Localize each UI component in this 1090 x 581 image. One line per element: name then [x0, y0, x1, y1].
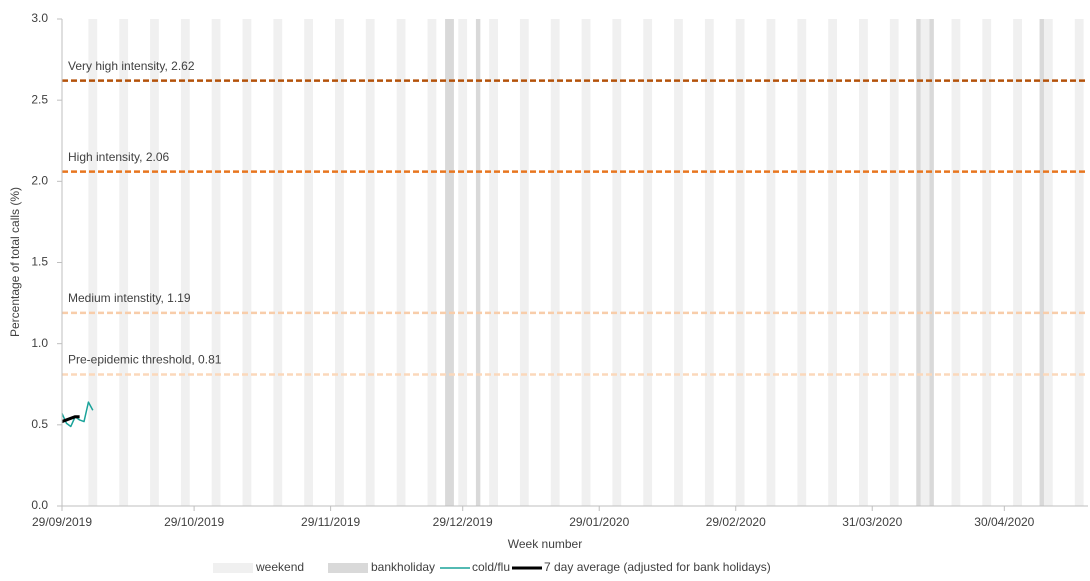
date-band — [704, 19, 714, 506]
date-band — [612, 19, 622, 506]
date-band — [920, 19, 930, 506]
date-band — [304, 19, 313, 506]
y-tick-label: 1.0 — [31, 336, 48, 350]
date-band — [916, 19, 921, 506]
date-band — [458, 19, 468, 506]
y-tick-label: 0.0 — [31, 498, 48, 512]
legend-swatch — [328, 563, 368, 573]
date-band — [929, 19, 934, 506]
reference-label: High intensity, 2.06 — [68, 150, 169, 164]
date-band — [489, 19, 498, 506]
date-band — [427, 19, 437, 506]
date-band — [242, 19, 252, 506]
legend-label: 7 day average (adjusted for bank holiday… — [544, 560, 771, 574]
date-band — [1013, 19, 1022, 506]
date-band — [519, 19, 529, 506]
date-band — [951, 19, 961, 506]
date-band — [365, 19, 375, 506]
date-band — [581, 19, 591, 506]
date-band — [797, 19, 807, 506]
date-band — [766, 19, 776, 506]
x-tick-label: 29/01/2020 — [569, 515, 629, 529]
y-tick-label: 2.0 — [31, 174, 48, 188]
legend-swatch — [213, 563, 253, 573]
y-tick-label: 1.5 — [31, 255, 48, 269]
date-band — [396, 19, 406, 506]
date-band — [211, 19, 221, 506]
y-tick-label: 3.0 — [31, 11, 48, 25]
x-tick-label: 29/11/2019 — [301, 515, 360, 529]
date-band — [735, 19, 745, 506]
date-band — [475, 19, 481, 506]
x-axis-label: Week number — [508, 537, 582, 551]
reference-label: Medium intenstity, 1.19 — [68, 291, 191, 305]
date-band — [88, 19, 98, 506]
x-tick-label: 29/09/2019 — [32, 515, 92, 529]
x-tick-label: 30/04/2020 — [974, 515, 1034, 529]
date-band — [982, 19, 992, 506]
legend-label: weekend — [255, 560, 304, 574]
reference-label: Pre-epidemic threshold, 0.81 — [68, 353, 222, 367]
legend: weekend bankholiday cold/flu 7 day average … — [213, 560, 771, 574]
x-tick-label: 29/12/2019 — [433, 515, 493, 529]
plot: Very high intensity, 2.62 High intensity,… — [61, 59, 1088, 428]
date-band — [1074, 19, 1084, 506]
date-band — [119, 19, 129, 506]
date-band — [674, 19, 683, 506]
date-band — [1043, 19, 1053, 506]
date-band — [828, 19, 838, 506]
date-band — [643, 19, 653, 506]
legend-label: cold/flu — [472, 560, 510, 574]
reference-label: Very high intensity, 2.62 — [68, 59, 195, 73]
y-tick-label: 0.5 — [31, 417, 48, 431]
y-axis-label: Percentage of total calls (%) — [8, 187, 22, 337]
date-band — [335, 19, 344, 506]
date-band — [859, 19, 868, 506]
date-band — [1039, 19, 1044, 506]
date-band — [550, 19, 560, 506]
x-tick-label: 29/10/2019 — [164, 515, 224, 529]
x-tick-label: 31/03/2020 — [842, 515, 902, 529]
date-band — [449, 19, 454, 506]
x-tick-label: 29/02/2020 — [706, 515, 766, 529]
date-band — [180, 19, 190, 506]
bands — [88, 19, 1084, 506]
y-tick-label: 2.5 — [31, 92, 48, 106]
date-band — [889, 19, 899, 506]
data-line — [61, 415, 80, 423]
date-band — [273, 19, 283, 506]
data-line — [61, 401, 94, 428]
legend-label: bankholiday — [371, 560, 435, 574]
date-band — [445, 19, 450, 506]
date-band — [150, 19, 159, 506]
